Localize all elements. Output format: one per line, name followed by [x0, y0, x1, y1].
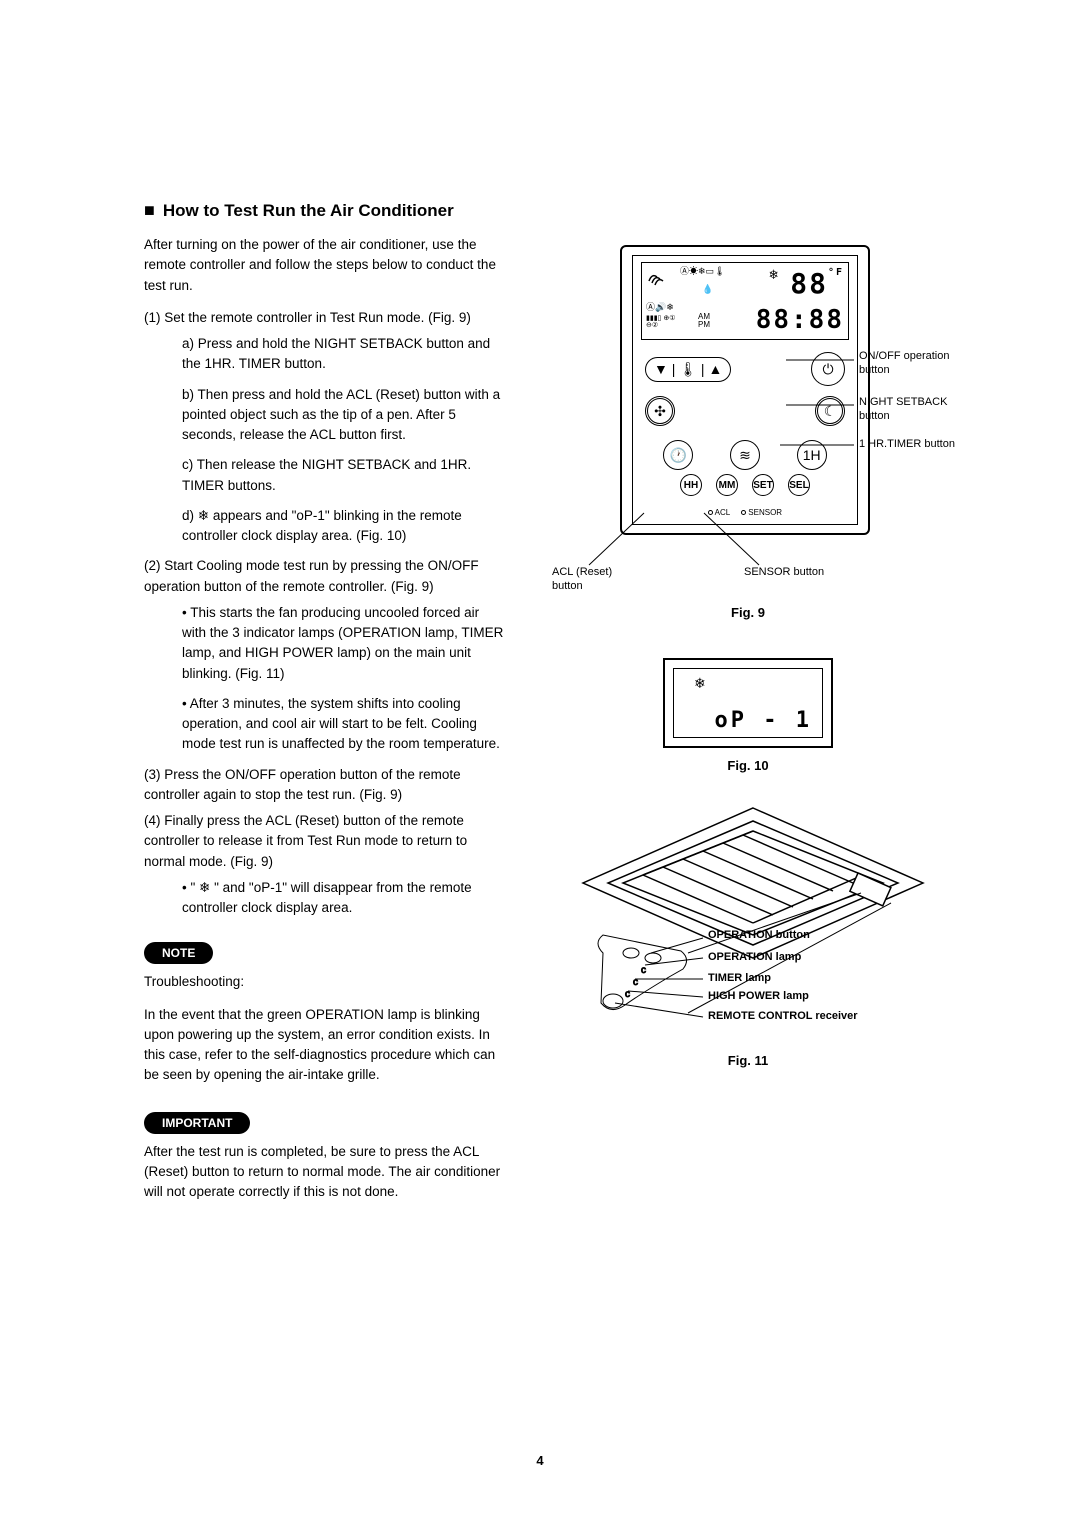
intro-text: After turning on the power of the air co…: [144, 235, 504, 296]
fig9-caption: Fig. 9: [544, 605, 952, 620]
step-2a: • This starts the fan producing uncooled…: [182, 603, 504, 684]
note-body: In the event that the green OPERATION la…: [144, 1005, 504, 1086]
step-2b: • After 3 minutes, the system shifts int…: [182, 694, 504, 755]
fig11-label-hp-lamp: HIGH POWER lamp: [708, 990, 809, 1002]
fig10-caption: Fig. 10: [544, 758, 952, 773]
fig11-label-op-lamp: OPERATION lamp: [708, 951, 801, 963]
callout-sensor: SENSOR button: [744, 565, 844, 579]
figure-column: Ⓐ☀❄▭🌡 💧 ❄ 88°F Ⓐ🔊❄ ▮▮▮▯ ⊕①⊖② AMPM 88:88: [544, 235, 952, 1214]
fig11-caption: Fig. 11: [544, 1053, 952, 1068]
fig11-label-timer-lamp: TIMER lamp: [708, 972, 771, 984]
step-1c: c) Then release the NIGHT SETBACK and 1H…: [182, 455, 504, 496]
callout-onoff: ON/OFF operation button: [859, 349, 959, 378]
step-1: (1) Set the remote controller in Test Ru…: [144, 308, 504, 328]
note-title: Troubleshooting:: [144, 972, 504, 992]
callout-night: NIGHT SETBACK button: [859, 395, 969, 424]
step-4: (4) Finally press the ACL (Reset) button…: [144, 811, 504, 872]
square-icon: ■: [144, 200, 155, 221]
fig11: c c c OPERATION button OPERATION lamp TI…: [553, 803, 943, 1043]
fig10-display: oP - 1: [715, 708, 812, 733]
svg-text:c: c: [641, 965, 646, 976]
step-1d: d) ❄ appears and "oP-1" blinking in the …: [182, 506, 504, 547]
step-1b: b) Then press and hold the ACL (Reset) b…: [182, 385, 504, 446]
text-column: After turning on the power of the air co…: [144, 235, 504, 1214]
fig10-snow-icon: ❄: [694, 675, 706, 692]
fig11-label-rc-recv: REMOTE CONTROL receiver: [708, 1010, 858, 1022]
important-body: After the test run is completed, be sure…: [144, 1142, 504, 1203]
callout-acl: ACL (Reset) button: [552, 565, 632, 594]
step-3: (3) Press the ON/OFF operation button of…: [144, 765, 504, 806]
step-2: (2) Start Cooling mode test run by press…: [144, 556, 504, 597]
page-number: 4: [0, 1453, 1080, 1468]
step-2a-text: This starts the fan producing uncooled f…: [182, 605, 503, 681]
heading-text: How to Test Run the Air Conditioner: [163, 201, 454, 221]
step-4a-text: " ❄ " and "oP-1" will disappear from the…: [182, 880, 472, 915]
callout-1hr: 1 HR.TIMER button: [859, 437, 959, 451]
fig10: ❄ oP - 1: [663, 658, 833, 748]
note-pill: NOTE: [144, 942, 213, 964]
step-2b-text: After 3 minutes, the system shifts into …: [182, 696, 500, 752]
step-1a: a) Press and hold the NIGHT SETBACK butt…: [182, 334, 504, 375]
fig11-label-op-btn: OPERATION button: [708, 929, 810, 941]
important-pill: IMPORTANT: [144, 1112, 250, 1134]
step-4a: • " ❄ " and "oP-1" will disappear from t…: [182, 878, 504, 919]
section-heading: ■ How to Test Run the Air Conditioner: [144, 200, 952, 221]
